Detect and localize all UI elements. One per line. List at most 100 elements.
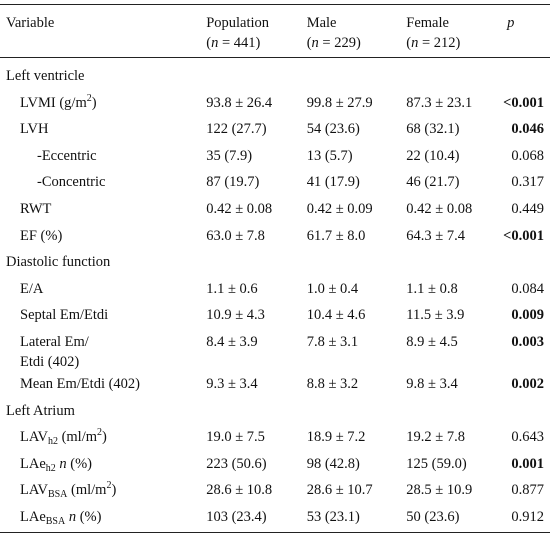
value-cell: 9.8 ± 3.4 [406, 375, 458, 392]
text-segment: (%) [66, 455, 93, 472]
text-segment: n [311, 35, 319, 51]
p-value: 0.003 [511, 333, 544, 350]
text-segment: Female [406, 15, 449, 31]
data-table: Variable Population (n = 441) Male (n = 229)… [0, 4, 550, 533]
value-cell: 10.9 ± 4.3 [206, 307, 265, 324]
variable-label: LVH [0, 117, 206, 144]
header-cell: Variable [0, 4, 207, 58]
value-cell: 8.9 ± 4.5 [406, 333, 458, 350]
text-segment: LAe [20, 455, 46, 472]
text-segment: Etdi (402) [20, 353, 80, 370]
value-cell: 1.0 ± 0.4 [306, 280, 359, 297]
text-segment: E/A [20, 280, 44, 297]
data-row: LVH 122 (27.7) 54 (23.6) 68 (32.1) 0.046 [0, 117, 550, 144]
variable-label: EF (%) [0, 224, 206, 251]
value-cell: 22 (10.4) [406, 147, 460, 164]
variable-label: Septal Em/Etdi [0, 303, 206, 330]
text-segment: Population [206, 15, 270, 31]
p-value: 0.002 [511, 375, 544, 392]
p-value: 0.068 [511, 147, 544, 164]
value-cell: 19.0 ± 7.5 [206, 429, 265, 446]
text-segment: -Eccentric [37, 147, 97, 164]
variable-label: LAVBSA (ml/m2) [0, 478, 206, 505]
text-segment: ) [102, 429, 107, 446]
text-segment: LAe [20, 508, 46, 525]
section-row: Left ventricle [0, 58, 550, 91]
value-cell: 41 (17.9) [306, 174, 360, 191]
data-row: -Eccentric 35 (7.9) 13 (5.7) 22 (10.4) 0.068 [0, 144, 550, 171]
text-segment: RWT [20, 200, 52, 217]
header-cell: p [503, 4, 550, 58]
value-cell: 1.1 ± 0.6 [206, 280, 258, 297]
text-segment: LVH [20, 121, 49, 138]
value-cell: 0.42 ± 0.08 [406, 200, 473, 217]
section-row: Diastolic function [0, 250, 550, 277]
value-cell: 68 (32.1) [406, 121, 460, 138]
text-segment: LAV [20, 429, 48, 446]
variable-label: LAeh2 n (%) [0, 452, 206, 479]
section-row: Left Atrium [0, 399, 550, 426]
value-cell: 54 (23.6) [306, 121, 360, 138]
text-segment: h2 [47, 436, 58, 448]
value-cell: 125 (59.0) [406, 455, 467, 472]
data-row: LAVh2 (ml/m2) 19.0 ± 7.5 18.9 ± 7.2 19.2 ± … [0, 425, 550, 452]
text-segment: Lateral Em/ [20, 333, 89, 350]
value-cell: 18.9 ± 7.2 [306, 429, 366, 446]
text-segment: n [68, 508, 77, 525]
value-cell: 8.8 ± 3.2 [306, 375, 359, 392]
value-cell: 10.4 ± 4.6 [306, 307, 366, 324]
data-row: LAeBSA n (%) 103 (23.4) 53 (23.1) 50 (23.6)… [0, 505, 550, 532]
data-row: LVMI (g/m2) 93.8 ± 26.4 99.8 ± 27.9 87.3 ± … [0, 91, 550, 118]
header-cell: Female (n = 212) [406, 4, 504, 58]
value-cell: 99.8 ± 27.9 [306, 94, 373, 111]
p-value: 0.643 [511, 429, 544, 446]
data-row: RWT 0.42 ± 0.08 0.42 ± 0.09 0.42 ± 0.08 0.44… [0, 197, 550, 224]
value-cell: 98 (42.8) [306, 455, 360, 472]
text-segment: EF (%) [20, 227, 63, 244]
value-cell: 9.3 ± 3.4 [206, 375, 258, 392]
section-label: Left Atrium [6, 402, 75, 419]
p-value: 0.084 [511, 280, 544, 297]
text-segment: LAV [20, 482, 48, 499]
text-segment: -Concentric [37, 174, 106, 191]
text-segment: 2 [106, 480, 112, 492]
p-value: <0.001 [503, 227, 544, 244]
header-cell: Male (n = 229) [306, 4, 407, 58]
data-row: Mean Em/Etdi (402) 9.3 ± 3.4 8.8 ± 3.2 9.8 … [0, 372, 550, 399]
variable-label: LAeBSA n (%) [0, 505, 206, 532]
p-value: 0.046 [511, 121, 544, 138]
value-cell: 19.2 ± 7.8 [406, 429, 465, 446]
value-cell: 50 (23.6) [406, 508, 460, 525]
value-cell: 7.8 ± 3.1 [306, 333, 359, 350]
p-value: 0.449 [511, 200, 544, 217]
text-segment: LVMI (g/m [20, 94, 87, 111]
value-cell: 103 (23.4) [206, 508, 267, 525]
value-cell: 28.5 ± 10.9 [406, 482, 473, 499]
p-value: 0.877 [511, 482, 544, 499]
text-segment: ( [306, 35, 312, 51]
value-cell: 53 (23.1) [306, 508, 360, 525]
text-segment: = 212) [418, 35, 461, 51]
value-cell: 61.7 ± 8.0 [306, 227, 366, 244]
value-cell: 1.1 ± 0.8 [406, 280, 458, 297]
value-cell: 0.42 ± 0.08 [206, 200, 273, 217]
text-segment: p [507, 15, 515, 31]
table-body: Variable Population (n = 441) Male (n = 229)… [0, 4, 550, 533]
value-cell: 93.8 ± 26.4 [206, 94, 273, 111]
value-cell: 87.3 ± 23.1 [406, 94, 473, 111]
value-cell: 122 (27.7) [206, 121, 267, 138]
value-cell: 13 (5.7) [306, 147, 353, 164]
variable-label: -Concentric [0, 170, 206, 197]
variable-label: RWT [0, 197, 206, 224]
value-cell: 0.42 ± 0.09 [306, 200, 373, 217]
p-value: 0.912 [511, 508, 544, 525]
variable-label: Mean Em/Etdi (402) [0, 372, 206, 399]
text-segment: n [411, 35, 419, 51]
text-segment: (ml/m [57, 429, 98, 446]
section-label: Left ventricle [6, 68, 85, 84]
text-segment: Male [306, 15, 337, 31]
value-cell: 35 (7.9) [206, 147, 253, 164]
p-value: 0.009 [511, 307, 544, 324]
data-row: LAeh2 n (%) 223 (50.6) 98 (42.8) 125 (59.0)… [0, 452, 550, 479]
text-segment: = 229) [318, 35, 361, 51]
